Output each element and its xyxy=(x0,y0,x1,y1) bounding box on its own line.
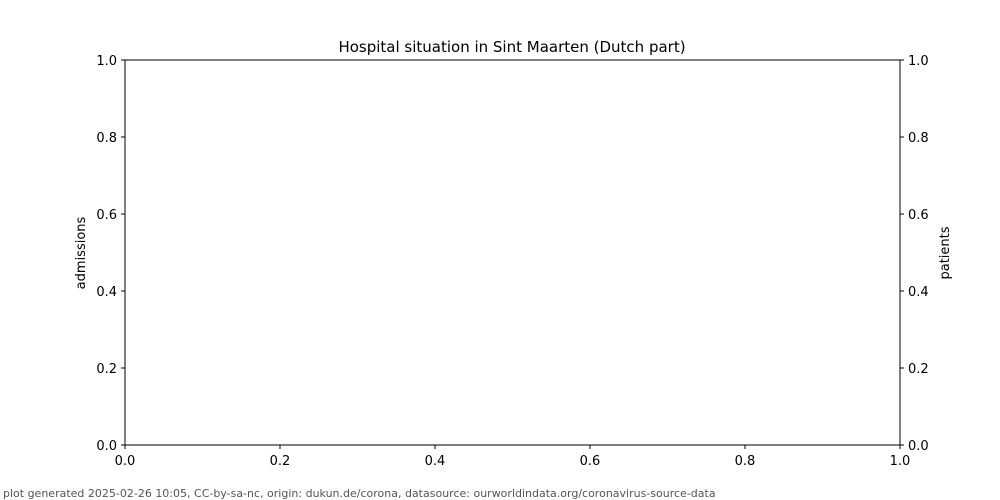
x-tick-label: 0.2 xyxy=(270,454,291,469)
y-right-tick-label: 0.0 xyxy=(908,439,929,454)
x-tick-label: 0.4 xyxy=(425,454,446,469)
y-right-tick-label: 1.0 xyxy=(908,54,929,69)
chart-title: Hospital situation in Sint Maarten (Dutc… xyxy=(338,38,685,56)
plot-footer: plot generated 2025-02-26 10:05, CC-by-s… xyxy=(3,487,716,500)
y-right-tick-label: 0.4 xyxy=(908,285,929,300)
x-tick-label: 0.0 xyxy=(115,454,136,469)
y-tick-label: 0.2 xyxy=(96,362,117,377)
y-tick-label: 0.0 xyxy=(96,439,117,454)
x-tick-label: 1.0 xyxy=(890,454,911,469)
y-right-tick-label: 0.6 xyxy=(908,208,929,223)
x-axis-ticks: 0.0 0.2 0.4 0.6 0.8 1.0 xyxy=(115,445,911,469)
y-tick-label: 1.0 xyxy=(96,54,117,69)
y-tick-label: 0.6 xyxy=(96,208,117,223)
plot-area xyxy=(124,59,901,446)
y-tick-label: 0.8 xyxy=(96,131,117,146)
y-right-tick-label: 0.2 xyxy=(908,362,929,377)
x-tick-label: 0.8 xyxy=(735,454,756,469)
y-axis-left-ticks: 0.0 0.2 0.4 0.6 0.8 1.0 xyxy=(96,54,125,454)
y-axis-right-label: patients xyxy=(938,226,953,279)
y-axis-right-ticks: 0.0 0.2 0.4 0.6 0.8 1.0 xyxy=(900,54,929,454)
x-tick-label: 0.6 xyxy=(580,454,601,469)
y-tick-label: 0.4 xyxy=(96,285,117,300)
y-axis-left-label: admissions xyxy=(74,216,89,289)
y-right-tick-label: 0.8 xyxy=(908,131,929,146)
